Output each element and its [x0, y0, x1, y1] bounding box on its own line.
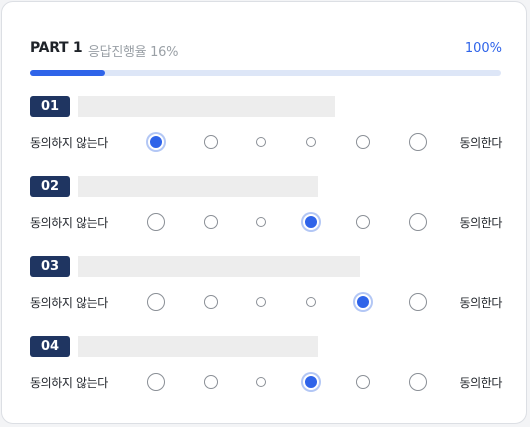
- radio-option-3[interactable]: [256, 137, 266, 147]
- radio-option-6[interactable]: [409, 133, 427, 151]
- radio-option-2[interactable]: [204, 375, 218, 389]
- radio-option-1[interactable]: [148, 134, 164, 150]
- progress-total: 100%: [464, 41, 502, 56]
- survey-header: PART 1 응답진행율 16% 100%: [30, 40, 502, 60]
- scale-right-label: 동의한다: [459, 216, 502, 230]
- question-text-placeholder: [78, 336, 318, 357]
- part-label: PART 1: [30, 40, 83, 56]
- question-3: 03 동의하지 않는다 동의한다: [30, 256, 502, 326]
- radio-option-4[interactable]: [306, 137, 316, 147]
- radio-option-5[interactable]: [356, 215, 370, 229]
- radio-option-5[interactable]: [356, 135, 370, 149]
- radio-option-5[interactable]: [355, 294, 371, 310]
- scale-left-label: 동의하지 않는다: [30, 376, 108, 390]
- radio-option-6[interactable]: [409, 213, 427, 231]
- question-number: 03: [30, 256, 70, 277]
- scale-left-label: 동의하지 않는다: [30, 216, 108, 230]
- radio-option-1[interactable]: [147, 213, 165, 231]
- question-4: 04 동의하지 않는다 동의한다: [30, 336, 502, 406]
- question-1: 01 동의하지 않는다 동의한다: [30, 96, 502, 166]
- radio-option-3[interactable]: [256, 377, 266, 387]
- radio-option-1[interactable]: [147, 373, 165, 391]
- radio-option-4[interactable]: [303, 374, 319, 390]
- question-number: 02: [30, 176, 70, 197]
- scale-right-label: 동의한다: [459, 136, 502, 150]
- scale-right-label: 동의한다: [459, 376, 502, 390]
- question-text-placeholder: [78, 96, 335, 117]
- question-text-placeholder: [78, 256, 360, 277]
- question-number: 01: [30, 96, 70, 117]
- scale-left-label: 동의하지 않는다: [30, 296, 108, 310]
- radio-option-2[interactable]: [204, 215, 218, 229]
- radio-option-2[interactable]: [204, 135, 218, 149]
- radio-option-3[interactable]: [256, 217, 266, 227]
- radio-option-1[interactable]: [147, 293, 165, 311]
- question-2: 02 동의하지 않는다 동의한다: [30, 176, 502, 246]
- radio-option-6[interactable]: [409, 373, 427, 391]
- radio-option-4[interactable]: [306, 297, 316, 307]
- progress-bar: [30, 70, 501, 76]
- scale-right-label: 동의한다: [459, 296, 502, 310]
- progress-text: 응답진행율 16%: [88, 45, 179, 60]
- scale-left-label: 동의하지 않는다: [30, 136, 108, 150]
- radio-option-3[interactable]: [256, 297, 266, 307]
- question-text-placeholder: [78, 176, 318, 197]
- radio-option-4[interactable]: [303, 214, 319, 230]
- radio-option-6[interactable]: [409, 293, 427, 311]
- question-number: 04: [30, 336, 70, 357]
- radio-option-5[interactable]: [356, 375, 370, 389]
- radio-option-2[interactable]: [204, 295, 218, 309]
- progress-bar-fill: [30, 70, 106, 76]
